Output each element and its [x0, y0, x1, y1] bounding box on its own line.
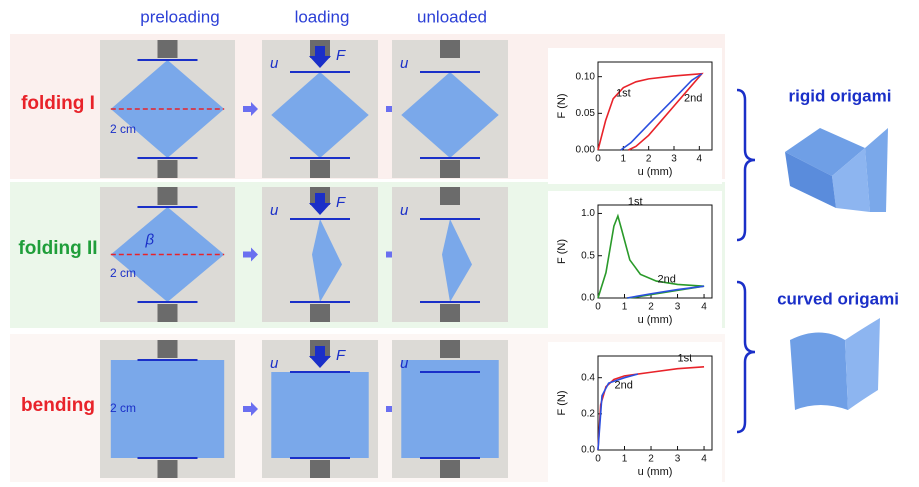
brace — [737, 90, 755, 240]
x-tick-label: 1 — [622, 454, 628, 465]
screw — [440, 460, 460, 478]
x-tick-label: 2 — [646, 154, 652, 165]
screw — [310, 160, 330, 178]
x-tick-label: 0 — [595, 454, 601, 465]
y-tick-label: 0.2 — [581, 408, 595, 419]
x-tick-label: 3 — [675, 454, 681, 465]
row-label: bending — [21, 395, 95, 416]
x-tick-label: 4 — [701, 302, 707, 313]
x-tick-label: 3 — [675, 302, 681, 313]
y-tick-label: 1.0 — [581, 208, 595, 219]
scale-label: 2 cm — [110, 122, 136, 136]
column-header: unloaded — [417, 7, 487, 26]
screw — [310, 460, 330, 478]
series-label: 2nd — [615, 380, 633, 392]
symbol-u: u — [270, 355, 279, 372]
y-axis-label: F (N) — [556, 239, 568, 264]
x-tick-label: 1 — [621, 154, 627, 165]
row-label: folding II — [18, 238, 97, 259]
y-tick-label: 0.05 — [576, 108, 596, 119]
x-tick-label: 3 — [671, 154, 677, 165]
screw — [440, 160, 460, 178]
screw — [158, 187, 178, 205]
y-tick-label: 0.0 — [581, 445, 595, 456]
x-tick-label: 0 — [595, 154, 601, 165]
screw — [440, 304, 460, 322]
origami-shape — [845, 318, 880, 410]
screw — [310, 304, 330, 322]
symbol-F: F — [336, 194, 346, 211]
origami-shape — [790, 333, 848, 411]
symbol-u: u — [400, 355, 409, 372]
symbol-u: u — [270, 202, 279, 219]
screw — [440, 340, 460, 358]
x-axis-label: u (mm) — [638, 166, 673, 178]
screw — [158, 160, 178, 178]
y-axis-label: F (N) — [556, 390, 568, 415]
x-axis-label: u (mm) — [638, 466, 673, 478]
symbol-u: u — [270, 55, 279, 72]
symbol-F: F — [336, 347, 346, 364]
x-tick-label: 0 — [595, 302, 601, 313]
symbol-u: u — [400, 202, 409, 219]
symbol-F: F — [336, 47, 346, 64]
y-axis-label: F (N) — [556, 93, 568, 118]
y-tick-label: 0.0 — [581, 293, 595, 304]
sample — [271, 372, 368, 458]
screw — [158, 460, 178, 478]
row-label: folding I — [21, 93, 95, 114]
y-tick-label: 0.4 — [581, 372, 595, 383]
y-tick-label: 0.10 — [576, 71, 596, 82]
scale-label: 2 cm — [110, 266, 136, 280]
symbol-beta: β — [145, 231, 155, 248]
chart-bg — [548, 191, 722, 332]
x-tick-label: 2 — [648, 454, 654, 465]
column-header: preloading — [140, 7, 219, 26]
series-label: 1st — [616, 88, 631, 100]
screw — [440, 40, 460, 58]
y-tick-label: 0.5 — [581, 250, 595, 261]
series-label: 1st — [628, 196, 643, 208]
x-tick-label: 1 — [622, 302, 628, 313]
series-label: 2nd — [658, 273, 676, 285]
screw — [158, 304, 178, 322]
x-tick-label: 2 — [648, 302, 654, 313]
screw — [440, 187, 460, 205]
series-label: 2nd — [684, 93, 702, 105]
scale-label: 2 cm — [110, 401, 136, 415]
side-label: rigid origami — [789, 86, 892, 105]
symbol-u: u — [400, 55, 409, 72]
x-tick-label: 4 — [701, 454, 707, 465]
y-tick-label: 0.00 — [576, 145, 596, 156]
figure: preloading loading unloaded folding I fo… — [0, 0, 919, 487]
series-label: 1st — [678, 353, 693, 365]
x-tick-label: 4 — [697, 154, 703, 165]
chart-bg — [548, 342, 722, 484]
screw — [158, 40, 178, 58]
x-axis-label: u (mm) — [638, 314, 673, 326]
side-label: curved origami — [777, 289, 899, 308]
screw — [158, 340, 178, 358]
brace — [737, 282, 755, 432]
sample — [401, 360, 498, 458]
column-header: loading — [295, 7, 350, 26]
